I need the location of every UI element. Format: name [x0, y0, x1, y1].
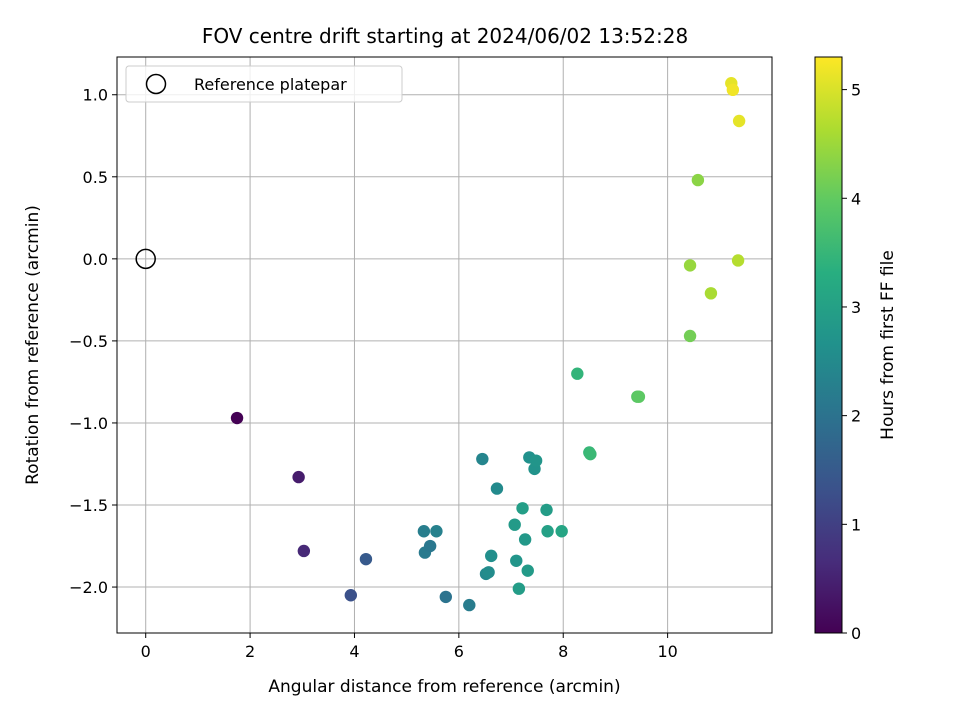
data-point [518, 533, 532, 546]
x-tick-label: 6 [454, 642, 464, 661]
data-point [490, 482, 504, 495]
reference-marker [135, 248, 156, 270]
legend-box [125, 65, 403, 103]
data-point [541, 525, 554, 538]
legend: Reference platepar [125, 65, 403, 103]
data-point [731, 254, 745, 267]
chart-title: FOV centre drift starting at 2024/06/02 … [202, 24, 688, 48]
data-point [704, 287, 718, 300]
data-point [732, 114, 746, 128]
colorbar-tick-label: 2 [851, 407, 861, 426]
data-point [512, 582, 526, 595]
data-point [439, 590, 453, 604]
y-tick-label: 0.0 [83, 250, 108, 269]
data-point [521, 564, 534, 577]
data-point [726, 83, 740, 97]
data-point [584, 447, 597, 461]
legend-marker-circle [145, 73, 167, 95]
reference-point [135, 248, 156, 270]
data-point [683, 259, 697, 272]
data-point [510, 554, 523, 567]
colorbar-tick-label: 0 [851, 624, 861, 643]
data-point [516, 502, 529, 515]
y-tick-label: −1.5 [69, 496, 108, 515]
y-tick-label: 0.5 [83, 168, 108, 187]
data-point [344, 589, 358, 602]
colorbar-tick-label: 4 [851, 189, 861, 208]
x-tick-label: 0 [141, 642, 151, 661]
plot-frame [116, 56, 773, 634]
data-point [485, 549, 498, 563]
colorbar-tick-label: 5 [851, 81, 861, 100]
data-point [292, 470, 305, 484]
x-tick-label: 4 [349, 642, 359, 661]
colorbar-gradient [815, 57, 842, 633]
y-axis-ticks: −2.0 −1.5 −1.0 −0.5 0.0 0.5 1.0 [69, 86, 117, 597]
colorbar-ticks: 0 1 2 3 4 5 [842, 81, 861, 643]
data-point [571, 367, 584, 380]
data-point [555, 525, 568, 538]
y-tick-label: 1.0 [83, 86, 108, 105]
data-point [683, 329, 697, 343]
data-point [632, 390, 646, 403]
data-point [476, 452, 489, 466]
data-point [508, 518, 521, 531]
legend-entry-reference: Reference platepar [194, 75, 347, 94]
colorbar: 0 1 2 3 4 5 Hours from first FF file [814, 56, 898, 643]
x-axis-ticks: 0 2 4 6 8 10 [141, 633, 678, 661]
grid [117, 57, 772, 633]
y-tick-label: −2.0 [69, 578, 108, 597]
data-point [691, 173, 705, 187]
y-axis-label: Rotation from reference (arcmin) [23, 205, 43, 485]
data-point [417, 525, 431, 538]
colorbar-tick-label: 3 [851, 298, 861, 317]
y-tick-label: −0.5 [69, 332, 108, 351]
x-tick-label: 8 [558, 642, 568, 661]
y-tick-label: −1.0 [69, 414, 108, 433]
data-point [463, 598, 476, 612]
colorbar-frame [814, 56, 843, 634]
data-point [540, 503, 553, 517]
x-axis-label: Angular distance from reference (arcmin) [268, 677, 620, 697]
colorbar-tick-label: 1 [851, 515, 861, 534]
data-point [482, 566, 495, 579]
data-point [423, 539, 437, 553]
data-point [297, 544, 311, 558]
data-points [230, 77, 746, 612]
x-tick-label: 2 [245, 642, 255, 661]
colorbar-label: Hours from first FF file [878, 250, 898, 440]
data-point [359, 552, 373, 566]
data-point [430, 525, 443, 538]
x-tick-label: 10 [657, 642, 677, 661]
data-point [529, 454, 543, 467]
data-point [230, 411, 244, 425]
